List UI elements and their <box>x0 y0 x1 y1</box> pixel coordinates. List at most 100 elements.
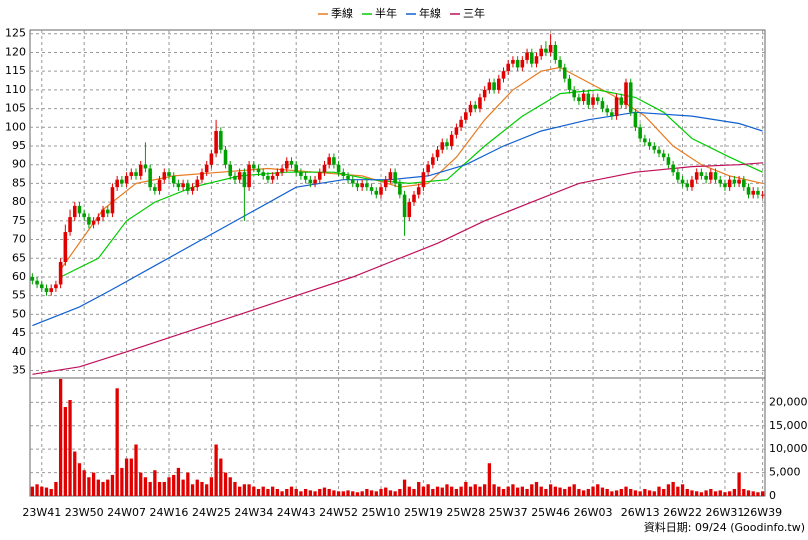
candle-body <box>44 288 49 292</box>
candle-body <box>520 59 525 68</box>
candle-body <box>515 59 520 68</box>
volume-bar <box>737 472 741 496</box>
candle-body <box>148 168 152 188</box>
volume-bar <box>742 488 746 496</box>
candle-body <box>666 157 671 165</box>
volume-bar <box>435 486 440 496</box>
volume-bar <box>106 479 110 496</box>
candle-body <box>63 232 68 262</box>
volume-bar <box>205 484 209 496</box>
volume-bar <box>63 407 67 496</box>
candle-body <box>581 93 586 102</box>
candle-body <box>176 183 181 188</box>
volume-bar <box>110 474 115 496</box>
volume-bar <box>58 378 63 496</box>
x-tick-label: 23W41 <box>22 506 61 519</box>
candle-body <box>346 175 350 180</box>
volume-bar <box>633 490 638 496</box>
volume-bar <box>266 488 270 496</box>
candle-body <box>223 149 228 165</box>
volume-bar <box>501 488 506 496</box>
volume-bar <box>134 444 138 496</box>
volume-bar <box>322 487 327 496</box>
volume-bar <box>54 481 58 496</box>
candle-body <box>718 179 723 184</box>
candle-body <box>275 172 280 176</box>
candle-body <box>567 78 572 90</box>
volume-bar <box>600 487 605 496</box>
candle-body <box>49 288 53 292</box>
candle-body <box>459 119 463 128</box>
volume-bar <box>238 486 242 496</box>
volume-bar <box>647 490 652 496</box>
candle-body <box>261 172 266 176</box>
candle-body <box>506 63 511 72</box>
candle-body <box>162 172 167 180</box>
candle-body <box>713 172 718 180</box>
candle-body <box>464 112 468 120</box>
volume-bar <box>732 488 737 496</box>
candle-body <box>548 44 553 53</box>
candle-body <box>393 172 397 184</box>
candle-body <box>129 172 134 176</box>
candle-body <box>727 179 732 188</box>
candle-body <box>195 179 200 188</box>
volume-bar <box>346 490 350 496</box>
volume-bar <box>605 488 609 496</box>
x-tick-label: 26W13 <box>621 506 660 519</box>
candle-body <box>388 172 393 180</box>
volume-bar <box>581 490 586 496</box>
volume-bar <box>596 484 600 496</box>
candle-body <box>134 172 138 176</box>
volume-bar <box>299 491 303 496</box>
candle-body <box>558 59 562 68</box>
volume-bar <box>544 488 548 496</box>
candle-body <box>478 97 482 109</box>
x-tick-label: 26W39 <box>743 506 782 519</box>
candle-body <box>341 172 346 176</box>
candle-body <box>652 146 657 150</box>
candle-body <box>586 93 591 105</box>
candle-body <box>638 127 642 139</box>
volume-bar <box>384 487 388 496</box>
candle-body <box>497 78 501 90</box>
y-tick-label: 115 <box>5 64 26 77</box>
volume-bar <box>407 486 411 496</box>
volume-bar <box>139 472 143 496</box>
volume-bar <box>374 491 378 496</box>
volume-bar <box>87 477 91 496</box>
candle-body <box>454 127 459 135</box>
volume-bar <box>492 484 496 496</box>
candle-body <box>431 157 435 165</box>
volume-bar <box>280 491 284 496</box>
footnote: 資料日期: 09/24 (Goodinfo.tw) <box>644 520 805 534</box>
candle-body <box>614 97 619 117</box>
candle-body <box>525 52 529 60</box>
volume-bar <box>746 490 751 496</box>
volume-bar <box>610 491 614 496</box>
x-tick-label: 24W34 <box>234 506 273 519</box>
volume-bar <box>699 492 704 496</box>
candle-body <box>110 187 115 214</box>
volume-bar <box>336 491 341 496</box>
candle-body <box>256 168 261 173</box>
volume-bar <box>82 470 86 496</box>
volume-bar <box>115 388 119 496</box>
volume-bar <box>652 491 656 496</box>
candle-body <box>58 262 63 285</box>
y-tick-label: 65 <box>12 251 26 264</box>
legend-label: 三年 <box>463 6 485 20</box>
candle-body <box>96 217 101 221</box>
y-tick-label: 105 <box>5 102 26 115</box>
volume-bar <box>539 486 543 496</box>
candle-body <box>124 175 129 184</box>
volume-bar <box>417 481 421 496</box>
volume-bar <box>676 486 680 496</box>
y-tick-label: 100 <box>5 120 26 133</box>
volume-bar <box>228 477 232 496</box>
candle-body <box>54 284 58 289</box>
volume-bar <box>289 486 294 496</box>
x-tick-label: 25W19 <box>404 506 443 519</box>
candle-body <box>487 82 492 90</box>
legend-label: 季線 <box>331 6 353 20</box>
